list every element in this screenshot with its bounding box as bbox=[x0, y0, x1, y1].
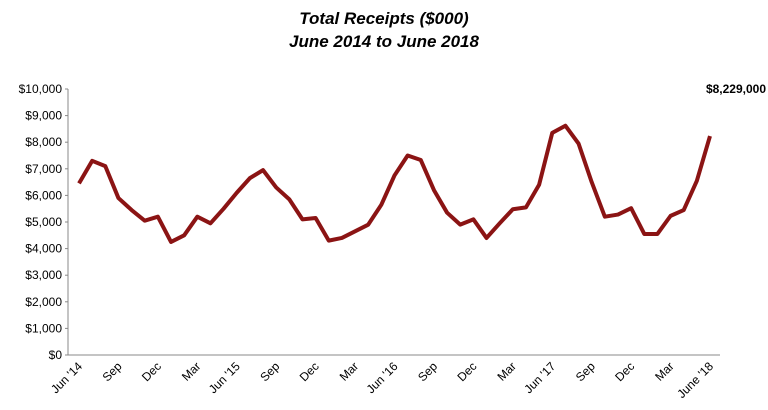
x-tick-label: Jun '14 bbox=[48, 359, 85, 396]
x-tick-label: Dec bbox=[297, 359, 322, 384]
x-tick-label: Jun '16 bbox=[364, 359, 401, 396]
y-tick-label: $6,000 bbox=[25, 188, 62, 202]
x-tick-label: Mar bbox=[652, 359, 677, 384]
x-tick-label: Sep bbox=[415, 359, 440, 384]
x-tick-label: Sep bbox=[257, 359, 282, 384]
y-tick-label: $10,000 bbox=[19, 82, 63, 96]
x-tick-label: Jun '15 bbox=[206, 359, 243, 396]
x-tick-label: Dec bbox=[612, 359, 637, 384]
x-tick-label: Mar bbox=[494, 359, 519, 384]
x-tick-label: Mar bbox=[337, 359, 362, 384]
line bbox=[77, 123, 712, 244]
x-tick-label: Dec bbox=[139, 359, 164, 384]
y-tick-label: $8,000 bbox=[25, 135, 62, 149]
value-label: $8,229,000 bbox=[706, 82, 766, 96]
chart-subtitle: June 2014 to June 2018 bbox=[289, 32, 479, 51]
y-tick-label: $4,000 bbox=[25, 242, 62, 256]
x-tick-label: June '18 bbox=[674, 359, 716, 401]
y-tick-label: $5,000 bbox=[25, 215, 62, 229]
x-tick-label: Sep bbox=[573, 359, 598, 384]
x-tick-label: Mar bbox=[179, 359, 204, 384]
x-tick-label: Sep bbox=[100, 359, 125, 384]
y-tick-label: $1,000 bbox=[25, 321, 62, 335]
y-tick-label: $7,000 bbox=[25, 162, 62, 176]
y-tick-label: $0 bbox=[49, 348, 63, 362]
chart-title: Total Receipts ($000) bbox=[299, 9, 469, 28]
y-tick-label: $9,000 bbox=[25, 109, 62, 123]
x-tick-label: Dec bbox=[455, 359, 480, 384]
y-tick-label: $2,000 bbox=[25, 295, 62, 309]
y-tick-label: $3,000 bbox=[25, 268, 62, 282]
x-tick-label: Jun '17 bbox=[521, 359, 558, 396]
